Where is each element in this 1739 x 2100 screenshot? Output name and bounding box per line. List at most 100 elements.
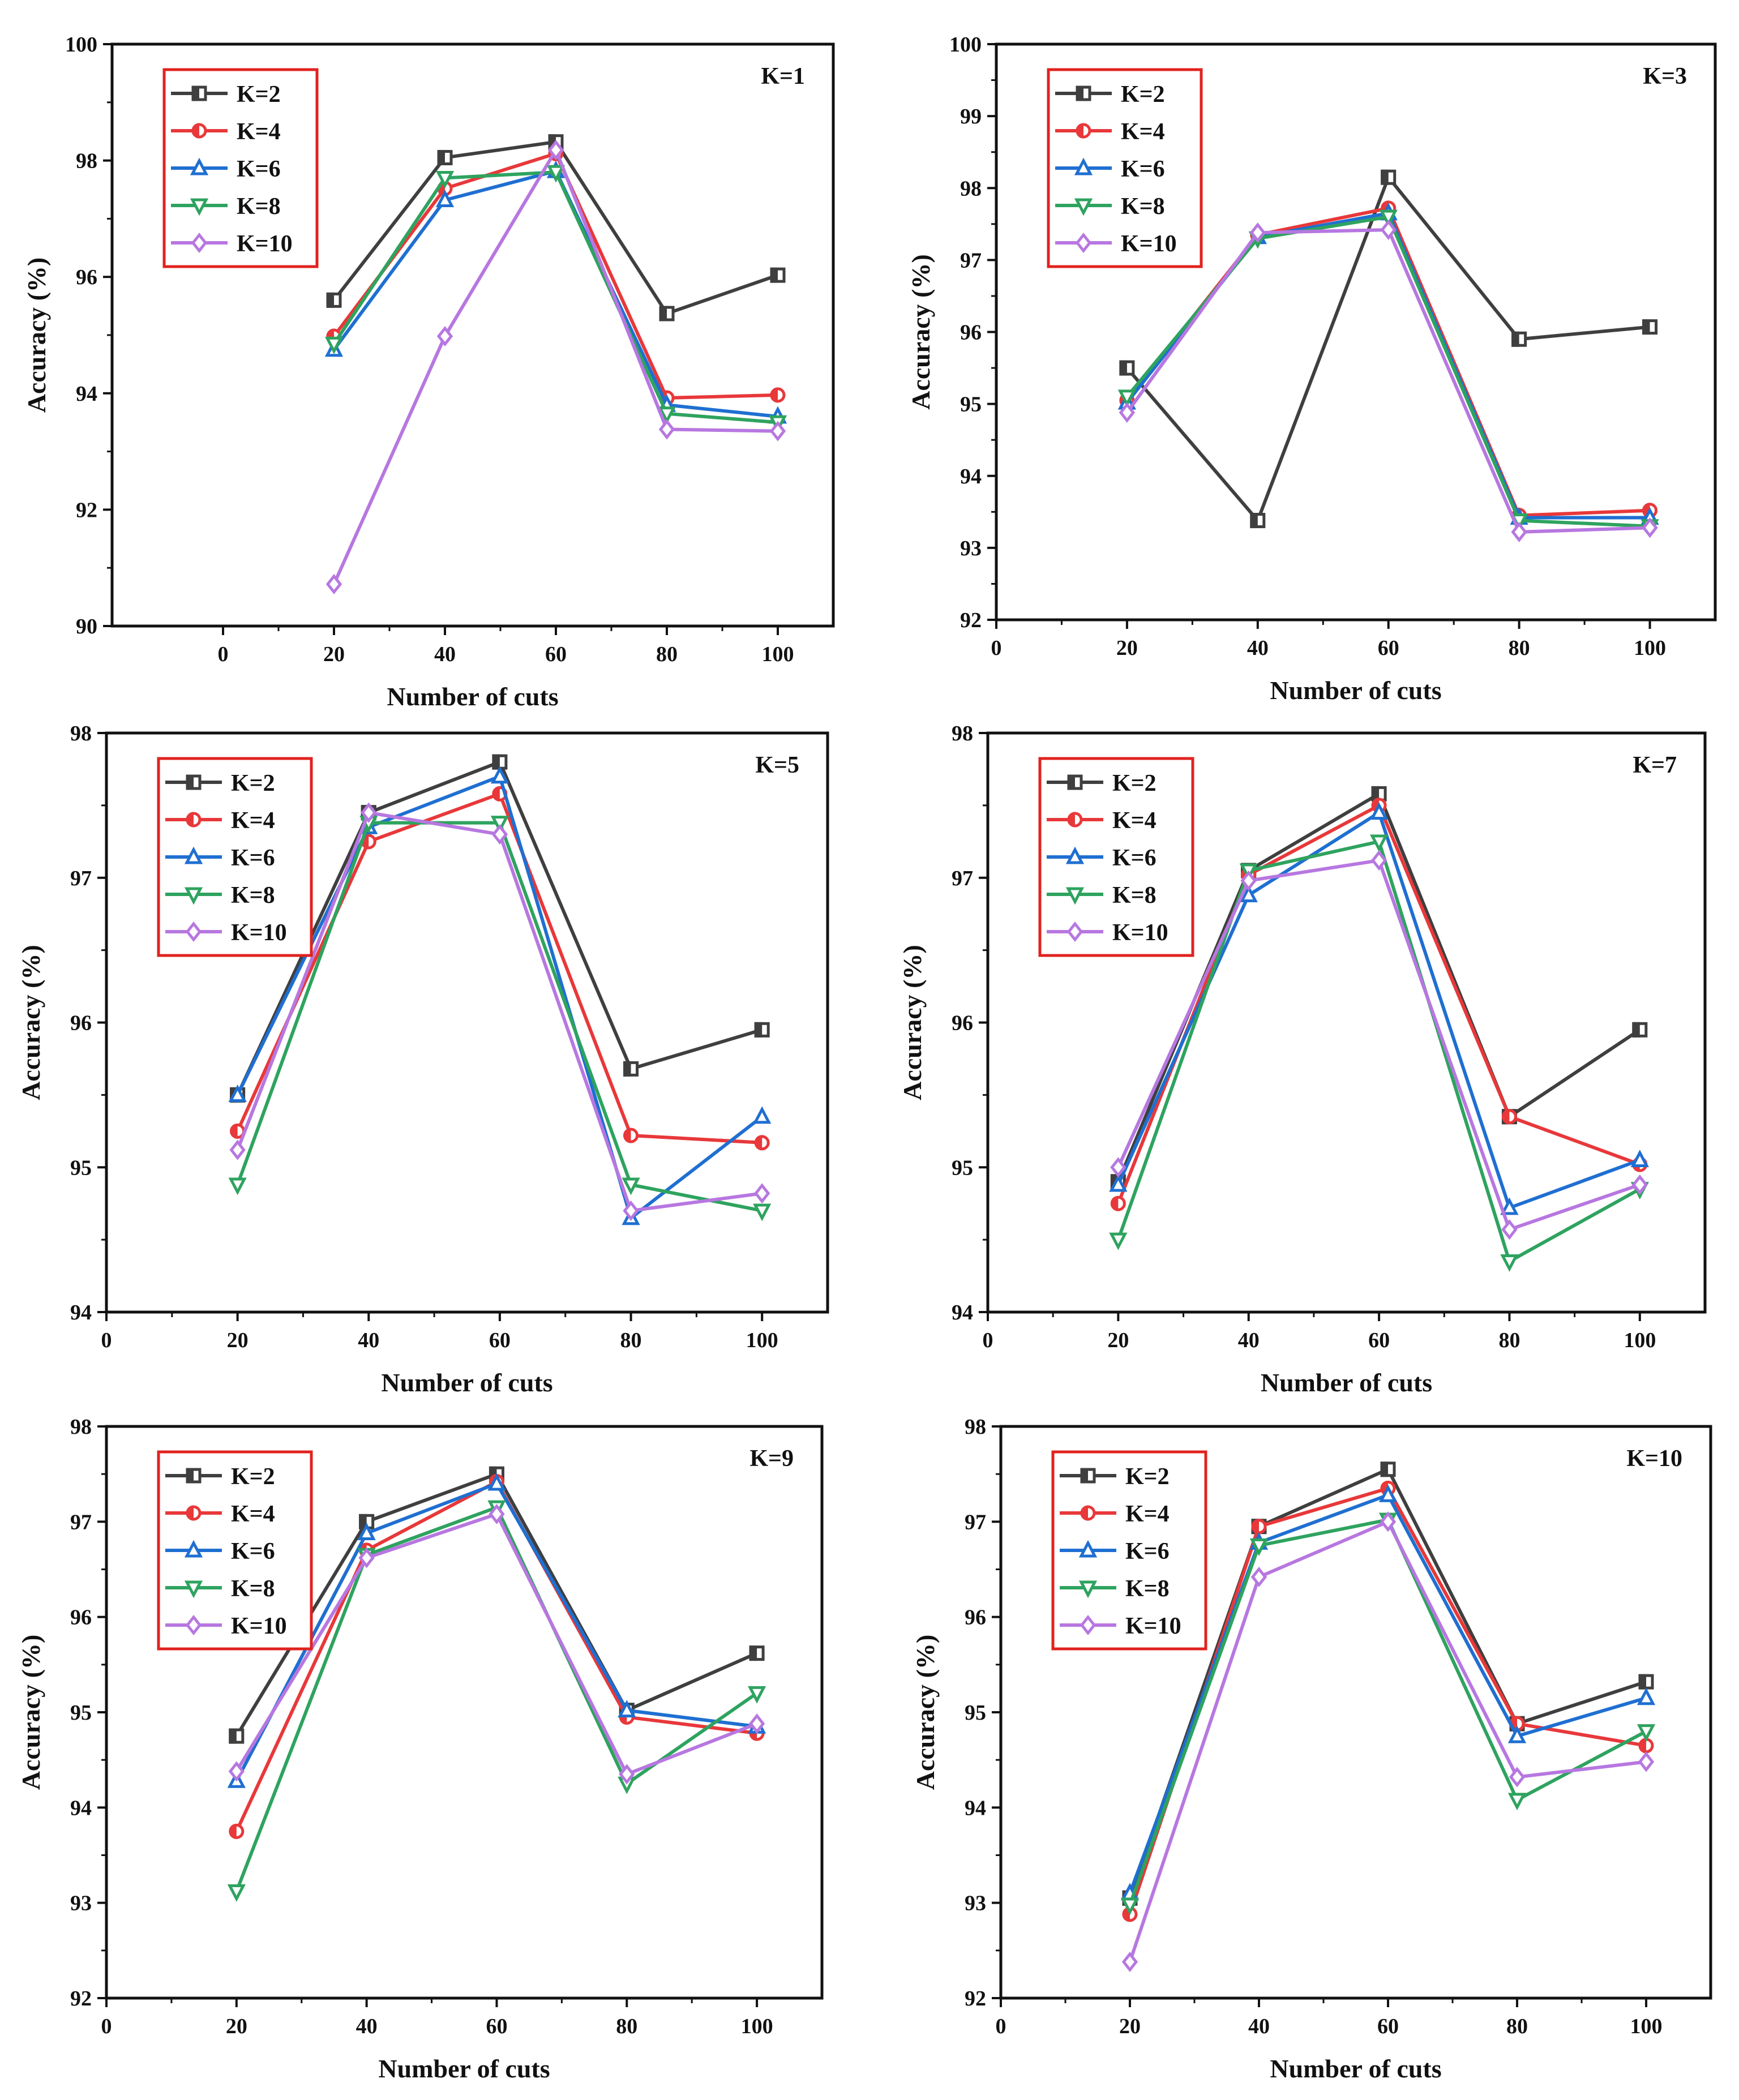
legend-label: K=8 [1125, 1576, 1170, 1602]
x-tick-label: 20 [1119, 2015, 1141, 2038]
series-K-8 [228, 816, 772, 1222]
data-point [1117, 389, 1137, 408]
series-K-10 [1119, 219, 1658, 542]
legend-label: K=4 [1121, 119, 1165, 145]
legend-marker-fill [1080, 1468, 1088, 1484]
y-tick-label: 97 [70, 1510, 92, 1534]
data-point [658, 419, 675, 440]
panel-title: K=10 [1626, 1446, 1682, 1472]
data-point [1380, 1511, 1397, 1532]
series-K-10 [1121, 1511, 1655, 1973]
series-line [1116, 811, 1641, 1210]
data-point-fill [1371, 786, 1380, 802]
y-tick-label: 95 [952, 1156, 973, 1180]
legend-marker [184, 1540, 203, 1558]
data-point [753, 1106, 772, 1124]
data-point [1109, 1232, 1128, 1250]
data-point [1507, 1793, 1527, 1811]
series-line [235, 1512, 758, 1776]
legend-label: K=4 [237, 119, 281, 145]
y-tick-label: 97 [952, 867, 973, 890]
data-point [1240, 870, 1257, 891]
series-K-8 [1109, 834, 1649, 1272]
data-point [619, 1764, 635, 1785]
series-K-10 [1110, 850, 1648, 1240]
x-tick-label: 0 [991, 636, 1002, 660]
legend-label: K=10 [1121, 231, 1177, 257]
legend-label: K=4 [231, 808, 275, 834]
panel-title: K=5 [755, 752, 799, 778]
data-point-fill [1110, 1195, 1119, 1211]
series-line [1128, 1520, 1647, 1962]
x-axis-label: Number of cuts [1261, 1368, 1432, 1397]
y-axis-label: Accuracy (%) [16, 1635, 45, 1790]
x-tick-label: 100 [1624, 1328, 1656, 1352]
data-point [358, 1548, 375, 1568]
legend-marker-fill [186, 1505, 194, 1521]
legend-label: K=2 [237, 82, 281, 108]
data-point [1110, 1157, 1127, 1178]
x-tick-label: 60 [486, 2015, 507, 2038]
data-point [1507, 1725, 1527, 1743]
panel-title: K=1 [761, 63, 805, 89]
data-point-fill [359, 1514, 367, 1529]
legend-marker [1078, 1580, 1098, 1598]
series-K-8 [324, 165, 787, 433]
series-line [1125, 215, 1650, 528]
data-point-fill [659, 306, 667, 322]
y-tick-label: 98 [70, 1415, 92, 1439]
x-tick-label: 60 [545, 642, 567, 666]
x-axis-label: Number of cuts [1270, 2054, 1441, 2083]
chart-panel-6: 0 20 40 60 80 100 92 93 94 95 96 97 98 Number of cuts… [911, 1415, 1712, 2083]
data-point [769, 421, 786, 442]
data-point [1370, 850, 1387, 871]
x-axis-label: Number of cuts [387, 682, 558, 711]
y-tick-label: 94 [965, 1796, 986, 1820]
x-tick-label: 0 [101, 1328, 112, 1352]
data-point [489, 1503, 505, 1524]
legend-marker [1074, 157, 1093, 175]
series-line [1128, 1518, 1647, 1906]
y-tick-label: 99 [960, 105, 982, 128]
data-point [748, 1713, 765, 1734]
data-point-fill [1638, 1674, 1646, 1690]
data-point [753, 1203, 772, 1222]
x-tick-label: 0 [983, 1328, 993, 1352]
x-tick-label: 20 [227, 1328, 249, 1352]
y-tick-label: 93 [960, 537, 982, 560]
x-tick-label: 80 [616, 2015, 637, 2038]
data-point-fill [754, 1022, 763, 1038]
x-tick-label: 80 [1509, 636, 1530, 660]
data-point [547, 140, 564, 161]
data-point-fill [230, 1123, 238, 1139]
legend-label: K=4 [1112, 808, 1157, 834]
data-point [623, 1200, 639, 1222]
data-point [1509, 1767, 1526, 1788]
data-point [487, 1473, 506, 1491]
legend-marker [185, 921, 202, 942]
legend-label: K=6 [1125, 1538, 1170, 1565]
legend-label: K=6 [1121, 156, 1165, 182]
y-tick-label: 98 [76, 149, 97, 173]
series-K-4 [326, 145, 786, 406]
legend-marker-fill [1080, 1505, 1088, 1521]
legend-marker-fill [186, 774, 194, 790]
y-tick-label: 100 [949, 33, 982, 57]
legend-label: K=2 [231, 770, 275, 796]
legend-label: K=4 [231, 1501, 275, 1527]
x-tick-label: 60 [1378, 636, 1399, 660]
x-tick-label: 100 [746, 1328, 778, 1352]
data-point-fill [1511, 331, 1519, 347]
y-tick-label: 96 [76, 265, 97, 289]
data-point-fill [623, 1128, 631, 1143]
legend-marker [1065, 846, 1085, 864]
series-line [332, 152, 778, 400]
y-tick-label: 95 [70, 1156, 92, 1180]
series-K-6 [324, 160, 787, 424]
legend-marker-fill [1076, 85, 1083, 101]
legend-marker-fill [1076, 123, 1083, 139]
data-point-fill [770, 267, 778, 283]
data-point [435, 190, 455, 208]
y-tick-label: 94 [960, 465, 982, 488]
x-tick-label: 0 [218, 642, 229, 666]
